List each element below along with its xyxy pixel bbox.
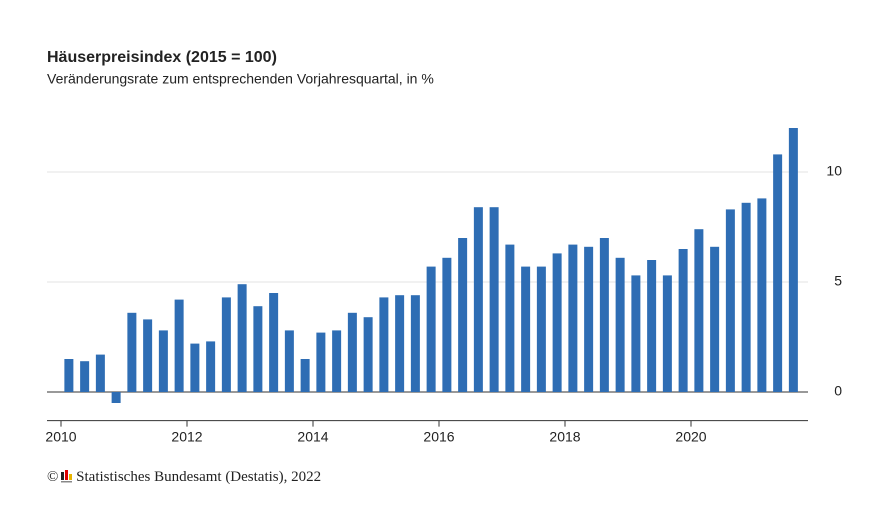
bar [332, 330, 342, 392]
bar [221, 297, 231, 392]
bar [662, 275, 672, 392]
x-tick-label: 2010 [45, 428, 76, 444]
bar [347, 312, 357, 392]
bar [206, 341, 216, 392]
bar [647, 260, 657, 392]
bar [284, 330, 294, 392]
bar [536, 266, 546, 392]
bar [410, 295, 420, 392]
bar [615, 257, 625, 392]
bar [237, 284, 247, 392]
bar [678, 249, 688, 392]
bar [143, 319, 153, 392]
bar [253, 306, 263, 392]
bar [269, 293, 279, 392]
chart-title: Häuserpreisindex (2015 = 100) [47, 49, 277, 66]
bar [111, 392, 121, 403]
y-tick-label: 10 [826, 163, 842, 179]
bar [773, 154, 783, 392]
bar [521, 266, 531, 392]
bar [158, 330, 168, 392]
bar [505, 244, 515, 392]
bar [694, 229, 704, 392]
bar [725, 209, 735, 392]
bar [757, 198, 767, 392]
x-tick-label: 2012 [171, 428, 202, 444]
bar [458, 238, 468, 392]
bar [363, 317, 373, 392]
bar [395, 295, 405, 392]
x-tick-label: 2014 [297, 428, 328, 444]
x-tick-label: 2020 [675, 428, 706, 444]
bar [95, 354, 105, 392]
bar [127, 312, 137, 392]
bar [473, 207, 483, 392]
y-tick-label: 5 [834, 273, 842, 289]
bar [489, 207, 499, 392]
bar [442, 257, 452, 392]
bar [379, 297, 389, 392]
source-note: © Statistisches Bundesamt (Destatis), 20… [47, 469, 321, 485]
bar [316, 332, 326, 392]
chart-subtitle: Veränderungsrate zum entsprechenden Vorj… [47, 71, 434, 87]
bar [174, 299, 184, 392]
x-tick-label: 2018 [549, 428, 580, 444]
logo-icon [61, 470, 72, 483]
bar [80, 361, 90, 392]
bar [599, 238, 609, 392]
bar [741, 202, 751, 392]
bar [190, 343, 200, 392]
bar [64, 359, 74, 392]
bar [788, 128, 798, 392]
x-tick-label: 2016 [423, 428, 454, 444]
bar [426, 266, 436, 392]
bar [568, 244, 578, 392]
bar [710, 246, 720, 392]
y-tick-label: 0 [834, 383, 842, 399]
bar [631, 275, 641, 392]
bar [552, 253, 562, 392]
bar [300, 359, 310, 392]
bar [584, 246, 594, 392]
